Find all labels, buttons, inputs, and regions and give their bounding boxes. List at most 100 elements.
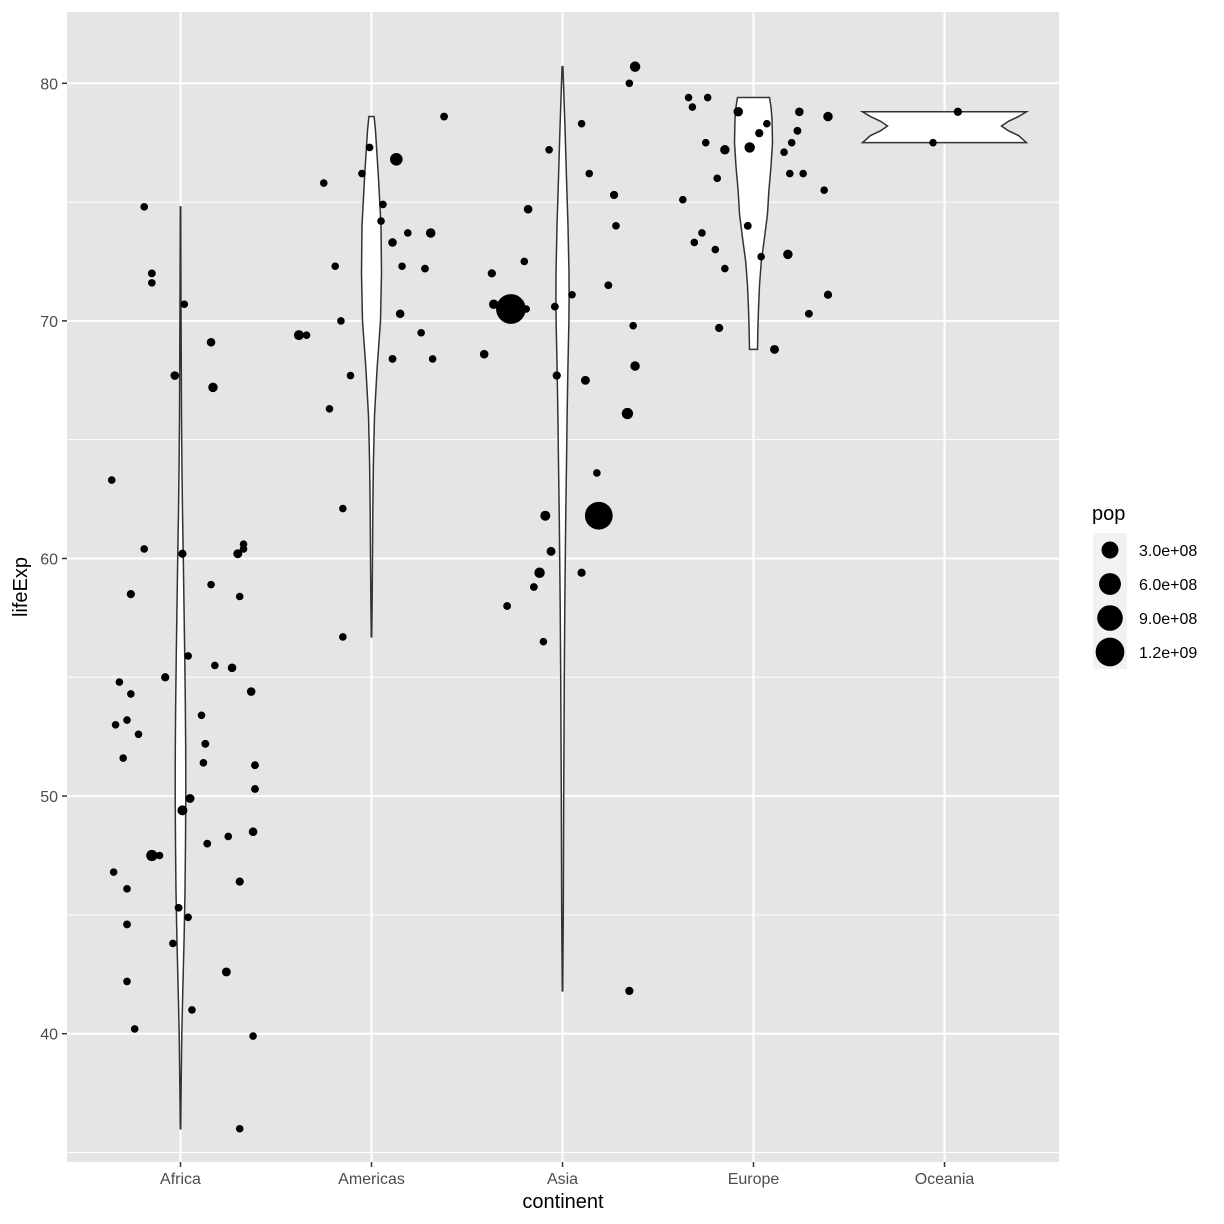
x-tick-label: Asia — [547, 1171, 578, 1188]
data-point — [123, 977, 131, 986]
data-point — [119, 754, 127, 762]
data-point — [701, 138, 710, 147]
data-point — [629, 321, 637, 330]
data-point — [319, 179, 328, 187]
data-point — [609, 190, 619, 200]
data-point — [206, 337, 216, 347]
data-point — [185, 794, 195, 803]
y-tick-label: 70 — [40, 314, 58, 331]
data-point — [379, 200, 387, 209]
data-point — [929, 138, 937, 147]
data-point — [140, 203, 149, 211]
legend-key-point — [1095, 637, 1125, 667]
data-point — [293, 330, 304, 341]
data-point — [127, 690, 135, 698]
x-tick-label: Oceania — [915, 1171, 975, 1188]
data-point — [148, 279, 156, 287]
data-point — [203, 839, 212, 848]
data-point — [248, 827, 258, 837]
data-point — [787, 138, 796, 147]
data-point — [227, 663, 237, 673]
data-point — [550, 302, 559, 311]
data-point — [713, 174, 722, 183]
data-point — [823, 290, 833, 299]
data-point — [184, 652, 192, 660]
legend-label: 9.0e+08 — [1139, 611, 1197, 628]
y-tick-label: 40 — [40, 1027, 58, 1044]
data-point — [246, 687, 256, 696]
data-point — [161, 673, 170, 682]
data-point — [235, 877, 244, 886]
data-point — [629, 61, 641, 72]
data-point — [358, 169, 366, 178]
data-point — [534, 567, 545, 578]
data-point — [169, 939, 177, 948]
data-point — [757, 252, 765, 261]
data-point — [425, 228, 436, 238]
data-point — [395, 309, 405, 319]
y-axis-title: lifeExp — [10, 557, 32, 617]
x-axis-title: continent — [522, 1191, 604, 1213]
data-point — [211, 661, 219, 670]
data-point — [584, 501, 613, 530]
data-point — [720, 145, 730, 155]
data-point — [552, 371, 561, 380]
data-point — [251, 761, 259, 770]
data-point — [953, 107, 962, 116]
data-point — [580, 375, 590, 385]
data-point — [208, 382, 218, 393]
data-point — [721, 264, 729, 273]
data-point — [479, 349, 489, 359]
legend-key-point — [1097, 605, 1123, 631]
data-point — [221, 967, 231, 977]
x-tick-label: Africa — [160, 1171, 201, 1188]
data-point — [403, 229, 412, 237]
x-tick-label: Americas — [338, 1171, 405, 1188]
data-point — [325, 405, 334, 413]
data-point — [715, 323, 724, 333]
data-point — [604, 281, 613, 290]
data-point — [743, 221, 752, 230]
data-point — [733, 107, 743, 117]
data-point — [146, 849, 158, 862]
data-point — [417, 328, 425, 337]
data-point — [339, 504, 347, 513]
data-point — [755, 129, 764, 138]
data-point — [679, 195, 687, 204]
data-point — [130, 1025, 139, 1033]
data-point — [625, 986, 634, 996]
data-point — [177, 805, 188, 816]
data-point — [540, 510, 551, 521]
data-point — [251, 785, 259, 793]
data-point — [593, 469, 601, 477]
data-point — [377, 217, 385, 225]
data-point — [690, 238, 699, 247]
data-point — [820, 186, 828, 194]
legend-key-point — [1101, 541, 1119, 559]
data-point — [546, 546, 556, 556]
violin-oceania — [859, 111, 1030, 144]
data-point — [612, 222, 620, 230]
data-point — [568, 290, 576, 299]
data-point — [577, 568, 586, 577]
data-point — [488, 299, 499, 309]
data-point — [123, 920, 131, 929]
data-point — [249, 1032, 257, 1040]
data-point — [184, 913, 192, 922]
data-point — [793, 126, 802, 135]
y-tick-label: 60 — [40, 551, 58, 568]
data-point — [346, 371, 355, 380]
legend-keys: 3.0e+08 6.0e+08 9.0e+08 1.2e+09 — [1093, 533, 1197, 669]
data-point — [174, 903, 183, 912]
legend: pop 3.0e+08 6.0e+08 9.0e+08 1.2e+09 — [1092, 503, 1197, 669]
data-points — [107, 61, 962, 1133]
data-point — [207, 580, 215, 589]
data-point — [421, 264, 429, 273]
data-point — [201, 739, 210, 748]
data-point — [115, 678, 124, 686]
legend-label: 1.2e+09 — [1139, 645, 1197, 662]
data-point — [630, 361, 640, 371]
data-point — [744, 142, 755, 153]
y-tick-label: 80 — [40, 76, 58, 93]
